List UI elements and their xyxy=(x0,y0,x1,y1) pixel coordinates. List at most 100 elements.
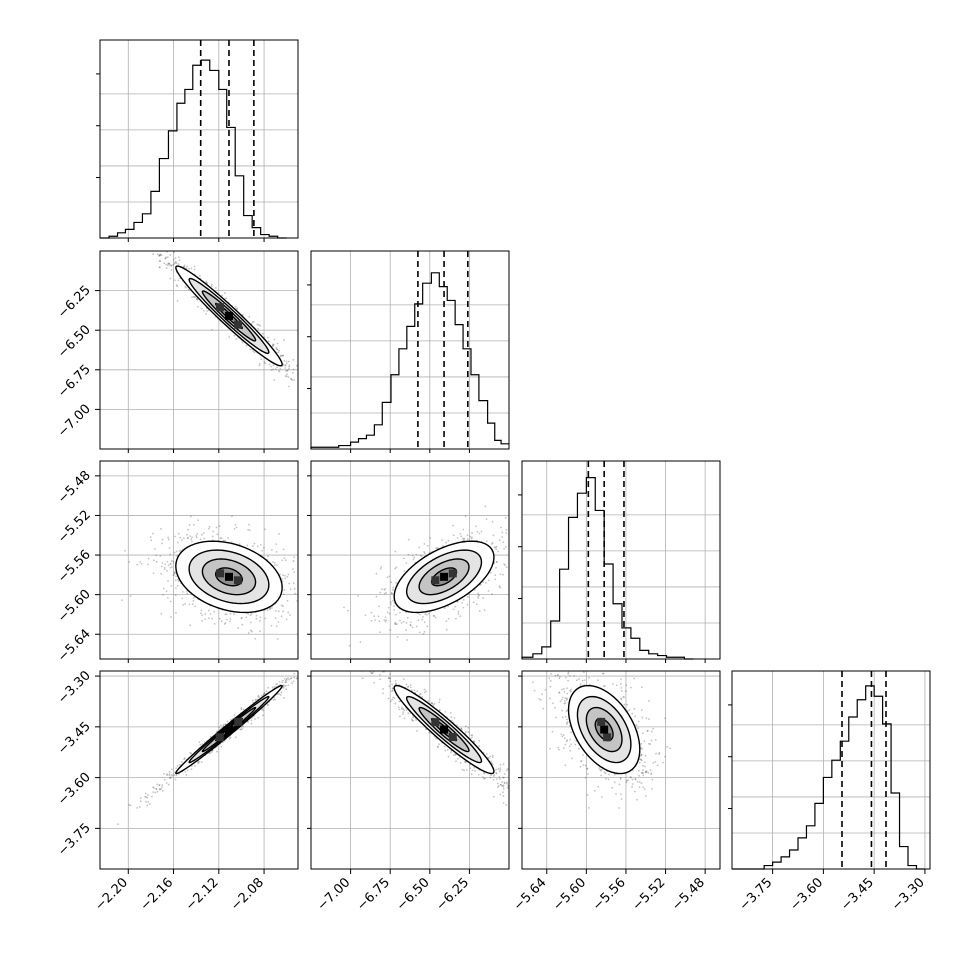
sample-point xyxy=(260,358,262,360)
sample-point xyxy=(414,689,416,691)
sample-point xyxy=(136,807,138,809)
sample-point xyxy=(401,622,403,624)
sample-point xyxy=(288,361,290,363)
sample-point xyxy=(522,569,524,571)
sample-point xyxy=(299,605,301,607)
sample-point xyxy=(267,609,269,611)
sample-point xyxy=(252,545,254,547)
sample-point xyxy=(288,364,290,366)
sample-point xyxy=(257,717,259,719)
sample-point xyxy=(483,778,485,780)
sample-point xyxy=(390,601,392,603)
sample-point xyxy=(280,356,282,358)
sample-point xyxy=(169,278,171,280)
sample-point xyxy=(407,712,409,714)
sample-point xyxy=(285,685,287,687)
sample-point xyxy=(278,533,280,535)
sample-point xyxy=(478,745,480,747)
sample-point xyxy=(229,620,231,622)
sample-point xyxy=(488,590,490,592)
sample-point xyxy=(396,566,398,568)
sample-point xyxy=(248,524,250,526)
sample-point xyxy=(650,774,652,776)
sample-point xyxy=(155,555,157,557)
sample-point xyxy=(488,579,490,581)
sample-point xyxy=(489,756,491,758)
sample-point xyxy=(413,556,415,558)
sample-point xyxy=(259,325,261,327)
sample-point xyxy=(286,576,288,578)
sample-point xyxy=(375,662,377,664)
sample-point xyxy=(568,662,570,664)
sample-point xyxy=(641,754,643,756)
sample-point xyxy=(451,716,453,718)
sample-point xyxy=(405,629,407,631)
sample-point xyxy=(504,782,506,784)
sample-point xyxy=(211,618,213,620)
sample-point xyxy=(229,738,231,740)
pair-panel-2-1 xyxy=(311,461,558,659)
sample-point xyxy=(159,260,161,262)
sample-point xyxy=(321,408,323,410)
sample-point xyxy=(486,540,488,542)
sample-point xyxy=(437,547,439,549)
sample-point xyxy=(451,720,453,722)
sample-point xyxy=(281,615,283,617)
sample-point xyxy=(281,578,283,580)
sample-point xyxy=(156,784,158,786)
sample-point xyxy=(504,773,506,775)
sample-point xyxy=(490,760,492,762)
sample-point xyxy=(376,596,378,598)
sample-point xyxy=(450,712,452,714)
sample-point xyxy=(281,354,283,356)
sample-point xyxy=(293,379,295,381)
sample-point xyxy=(484,506,486,508)
sample-point xyxy=(475,525,477,527)
sample-point xyxy=(402,711,404,713)
sample-point xyxy=(455,618,457,620)
sample-point xyxy=(383,619,385,621)
sample-point xyxy=(347,610,349,612)
sample-point xyxy=(533,519,535,521)
sample-point xyxy=(194,606,196,608)
sample-point xyxy=(212,531,214,533)
sample-point xyxy=(161,254,163,256)
sample-point xyxy=(129,561,131,563)
sample-point xyxy=(185,287,187,289)
sample-point xyxy=(398,706,400,708)
sample-point xyxy=(179,764,181,766)
sample-point xyxy=(495,547,497,549)
sample-point xyxy=(399,612,401,614)
sample-point xyxy=(389,629,391,631)
sample-point xyxy=(161,543,163,545)
sample-point xyxy=(156,788,158,790)
sample-point xyxy=(467,731,469,733)
sample-point xyxy=(390,603,392,605)
sample-point xyxy=(516,811,518,813)
sample-point xyxy=(177,300,179,302)
sample-point xyxy=(410,686,412,688)
sample-point xyxy=(201,308,203,310)
sample-point xyxy=(290,588,292,590)
sample-point xyxy=(410,621,412,623)
sample-point xyxy=(520,559,522,561)
sample-point xyxy=(281,605,283,607)
sample-point xyxy=(254,351,256,353)
sample-point xyxy=(169,254,171,256)
sample-point xyxy=(407,617,409,619)
sample-point xyxy=(500,527,502,529)
sample-point xyxy=(431,702,433,704)
pair-panel-1-0 xyxy=(94,189,330,449)
pair-content xyxy=(94,189,330,410)
sample-point xyxy=(166,570,168,572)
sample-point xyxy=(554,675,556,677)
sample-point xyxy=(171,269,173,271)
sample-point xyxy=(385,616,387,618)
sample-point xyxy=(461,602,463,604)
sample-point xyxy=(199,275,201,277)
sample-point xyxy=(285,681,287,683)
sample-point xyxy=(483,772,485,774)
sample-point xyxy=(506,769,508,771)
sample-point xyxy=(284,578,286,580)
sample-point xyxy=(388,607,390,609)
